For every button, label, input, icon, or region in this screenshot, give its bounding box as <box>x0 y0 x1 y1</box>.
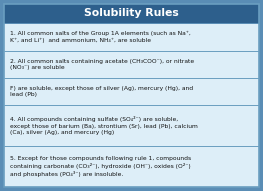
Text: 4. All compounds containing sulfate (SO₄²⁻) are soluble,
except those of barium : 4. All compounds containing sulfate (SO₄… <box>10 116 198 135</box>
Text: 5. Except for those compounds following rule 1, compounds
containing carbonate (: 5. Except for those compounds following … <box>10 156 191 177</box>
Text: 1. All common salts of the Group 1A elements (such as Na⁺,
K⁺, and Li⁺)  and amm: 1. All common salts of the Group 1A elem… <box>10 31 191 43</box>
FancyBboxPatch shape <box>4 4 259 23</box>
Text: F) are soluble, except those of silver (Ag), mercury (Hg), and
lead (Pb): F) are soluble, except those of silver (… <box>10 86 193 97</box>
Text: 2. All common salts containing acetate (CH₃COO⁻), or nitrate
(NO₃⁻) are soluble: 2. All common salts containing acetate (… <box>10 59 194 70</box>
FancyBboxPatch shape <box>4 23 259 187</box>
Text: Solubility Rules: Solubility Rules <box>84 9 179 19</box>
